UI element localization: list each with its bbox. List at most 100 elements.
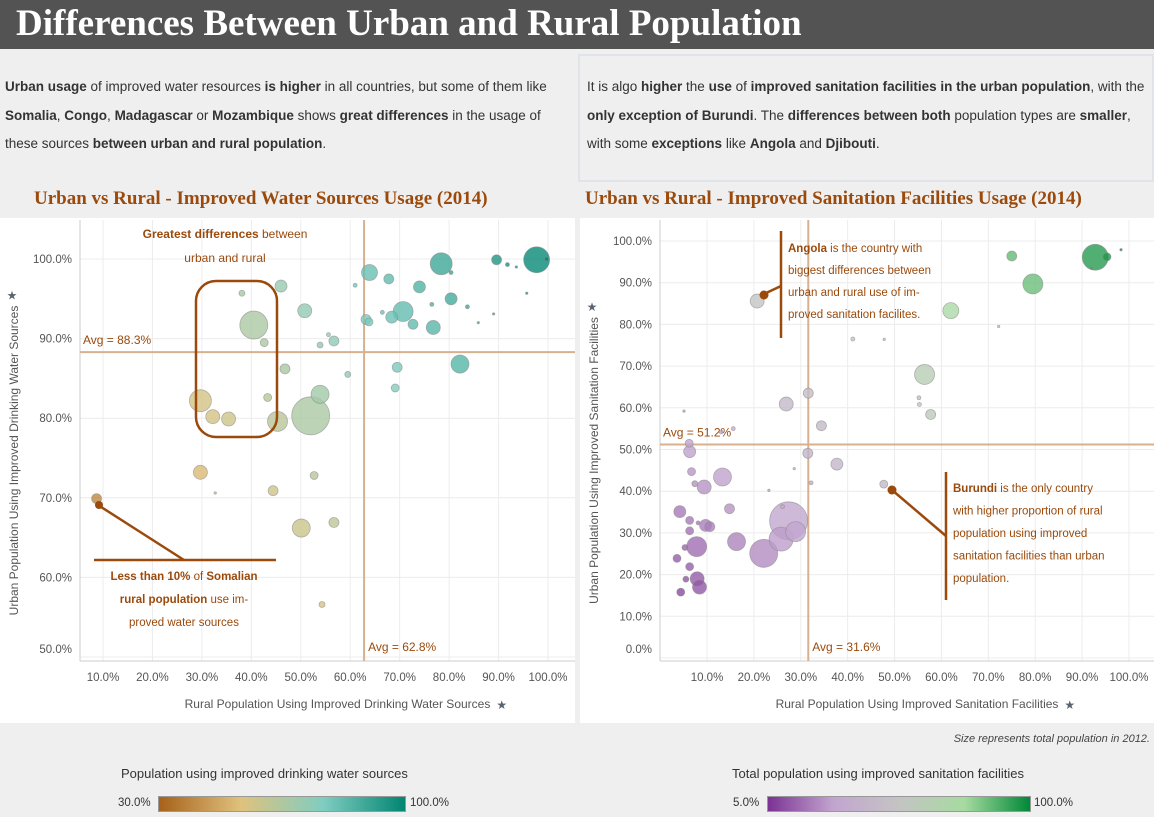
x-tick-label: 50.0% xyxy=(878,672,911,684)
data-point xyxy=(465,304,470,310)
annotation-angola-line: Angola is the country with xyxy=(788,243,922,255)
data-point xyxy=(491,254,502,266)
data-point xyxy=(676,587,686,597)
sanitation-chart-panel: 10.0% 20.0% 30.0% 40.0% 50.0% 60.0% 70.0% 80.0%… xyxy=(580,218,1154,723)
data-point xyxy=(780,504,785,510)
water-legend-title: Population using improved drinking water… xyxy=(121,766,408,781)
data-point xyxy=(684,438,694,448)
y-tick-label: 40.0% xyxy=(619,486,652,498)
text-run: in the usage of these sources xyxy=(5,107,541,152)
y-tick-label: 30.0% xyxy=(619,528,652,540)
size-note: Size represents total population in 2012… xyxy=(953,733,1150,745)
x-axis-title: Rural Population Using Improved Drinking… xyxy=(185,697,491,711)
data-point xyxy=(686,536,708,558)
text-run: or xyxy=(192,107,213,123)
sanitation-summary-text: It is algo higher the use of improved sa… xyxy=(578,54,1154,182)
water-scatter-plot[interactable]: 10.0% 20.0% 30.0% 40.0% 50.0% 60.0% 70.0% 80.0%… xyxy=(0,218,575,723)
pin-icon[interactable]: ★ xyxy=(587,300,598,314)
data-point xyxy=(193,464,208,480)
data-point xyxy=(291,396,331,436)
data-point xyxy=(407,318,419,330)
pin-icon[interactable]: ★ xyxy=(1064,698,1075,712)
data-point xyxy=(914,364,935,385)
data-point xyxy=(730,426,736,432)
data-point xyxy=(297,303,313,319)
data-point xyxy=(221,411,236,427)
somalia-marker xyxy=(95,501,103,509)
data-point xyxy=(778,396,794,412)
data-point xyxy=(687,467,696,477)
data-point xyxy=(685,515,695,525)
data-point xyxy=(492,312,496,316)
avg-x-label: Avg = 62.8% xyxy=(368,640,436,654)
burundi-callout-line xyxy=(891,489,947,537)
data-point xyxy=(724,503,735,515)
data-point xyxy=(450,354,470,374)
data-point xyxy=(682,575,690,583)
x-tick-label: 80.0% xyxy=(1019,672,1052,684)
x-tick-label: 10.0% xyxy=(691,672,724,684)
data-point xyxy=(916,395,922,401)
data-point xyxy=(673,505,687,519)
burundi-marker xyxy=(887,485,897,495)
x-tick-label: 40.0% xyxy=(235,672,268,684)
annotation-text: urban and rural use of im- xyxy=(788,287,920,299)
x-tick-label: 80.0% xyxy=(433,672,466,684)
data-point xyxy=(879,479,889,489)
annotation-text: rural population xyxy=(120,594,208,606)
data-point xyxy=(413,280,426,294)
avg-y-label: Avg = 88.3% xyxy=(83,333,151,347)
data-point xyxy=(1119,248,1123,252)
data-point xyxy=(429,252,453,276)
annotation-text: Burundi xyxy=(953,483,997,495)
data-point xyxy=(997,324,1001,329)
data-point xyxy=(391,361,403,373)
data-point xyxy=(328,335,340,347)
annotation-text: population using improved xyxy=(953,528,1087,540)
text-run: population types are xyxy=(950,107,1080,123)
x-tick-label: 100.0% xyxy=(528,672,567,684)
dashboard-title: Differences Between Urban and Rural Popu… xyxy=(16,3,802,44)
data-point xyxy=(942,302,960,320)
pin-icon[interactable]: ★ xyxy=(7,289,18,303)
data-point xyxy=(816,420,827,432)
annotation-text: with higher proportion of rural xyxy=(952,506,1103,518)
y-tick-label: 60.0% xyxy=(39,572,72,584)
annotation-text: biggest differences between xyxy=(788,265,931,277)
text-run: Djibouti xyxy=(825,136,876,151)
x-tick-label: 30.0% xyxy=(186,672,219,684)
pin-icon[interactable]: ★ xyxy=(496,698,507,712)
data-point xyxy=(205,409,221,425)
data-point xyxy=(727,532,746,552)
text-run: . xyxy=(322,136,327,151)
y-tick-label: 100.0% xyxy=(33,254,72,266)
data-point xyxy=(361,264,378,281)
data-point xyxy=(792,467,796,471)
data-point xyxy=(1089,266,1094,270)
x-tick-label: 90.0% xyxy=(482,672,515,684)
annotation-greatest-line: Greatest differences between xyxy=(143,227,308,241)
data-point xyxy=(383,273,395,285)
data-point xyxy=(444,292,458,306)
data-point xyxy=(685,526,695,536)
sanitation-legend-min: 5.0% xyxy=(733,797,760,809)
annotation-angola-line: biggest differences between xyxy=(788,265,931,277)
data-point xyxy=(505,262,510,267)
annotation-somalia-line: proved water sources xyxy=(129,617,239,629)
avg-y-label: Avg = 51.2% xyxy=(663,425,731,439)
x-tick-label: 40.0% xyxy=(831,672,864,684)
data-point xyxy=(808,480,814,486)
data-point xyxy=(802,447,814,459)
data-point xyxy=(925,409,937,420)
x-tick-label: 50.0% xyxy=(284,672,317,684)
text-run: . The xyxy=(753,107,788,123)
data-point xyxy=(802,387,814,399)
angola-marker xyxy=(759,290,769,300)
text-run: only exception of Burundi xyxy=(587,107,754,123)
data-point xyxy=(448,270,454,275)
annotation-burundi-line: with higher proportion of rural xyxy=(952,506,1103,518)
text-run: shows xyxy=(293,107,340,123)
sanitation-scatter-plot[interactable]: 10.0% 20.0% 30.0% 40.0% 50.0% 60.0% 70.0% 80.0%… xyxy=(580,218,1154,723)
annotation-text: of xyxy=(190,571,206,583)
data-point xyxy=(830,457,844,471)
